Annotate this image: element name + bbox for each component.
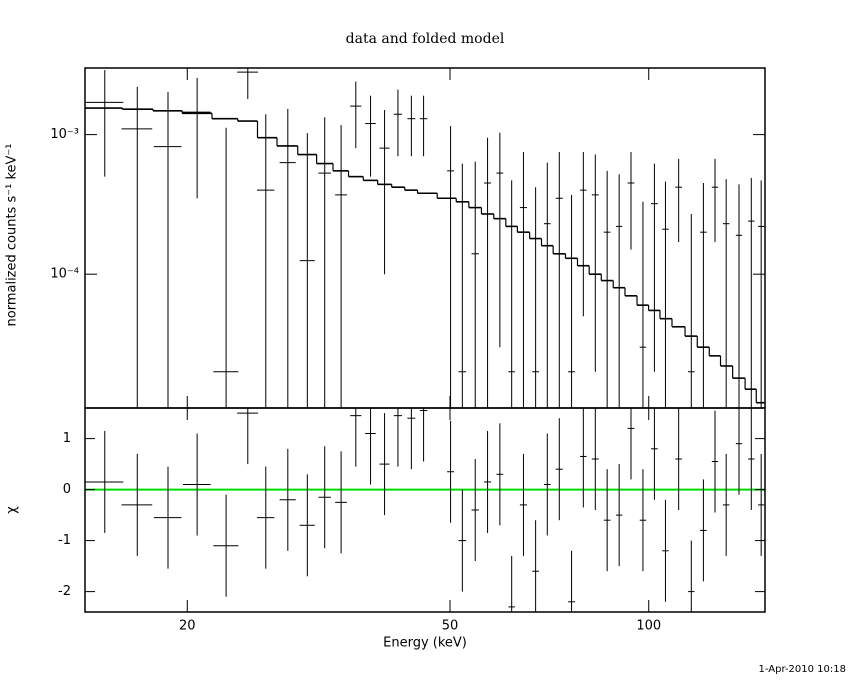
y-axis-label: normalized counts s⁻¹ keV⁻¹: [5, 144, 20, 327]
y-tick-label: -1: [58, 533, 71, 548]
y-axis-label: χ: [5, 506, 20, 514]
x-tick-label: 100: [636, 619, 661, 634]
y-tick-label: -2: [58, 584, 71, 599]
timestamp: 1-Apr-2010 10:18: [759, 664, 846, 675]
y-tick-label: 0: [63, 482, 71, 497]
x-tick-label: 20: [179, 619, 196, 634]
y-tick-label: 1: [63, 431, 71, 446]
top-plot: [85, 68, 765, 408]
bottom-plot: [85, 408, 765, 612]
bottom-frame: [84, 407, 766, 613]
x-tick-label: 50: [442, 619, 459, 634]
y-tick-label: 10⁻³: [50, 127, 79, 142]
chart-title: data and folded model: [346, 31, 505, 47]
y-tick-label: 10⁻⁴: [50, 267, 79, 282]
x-axis-label: Energy (keV): [383, 636, 467, 651]
